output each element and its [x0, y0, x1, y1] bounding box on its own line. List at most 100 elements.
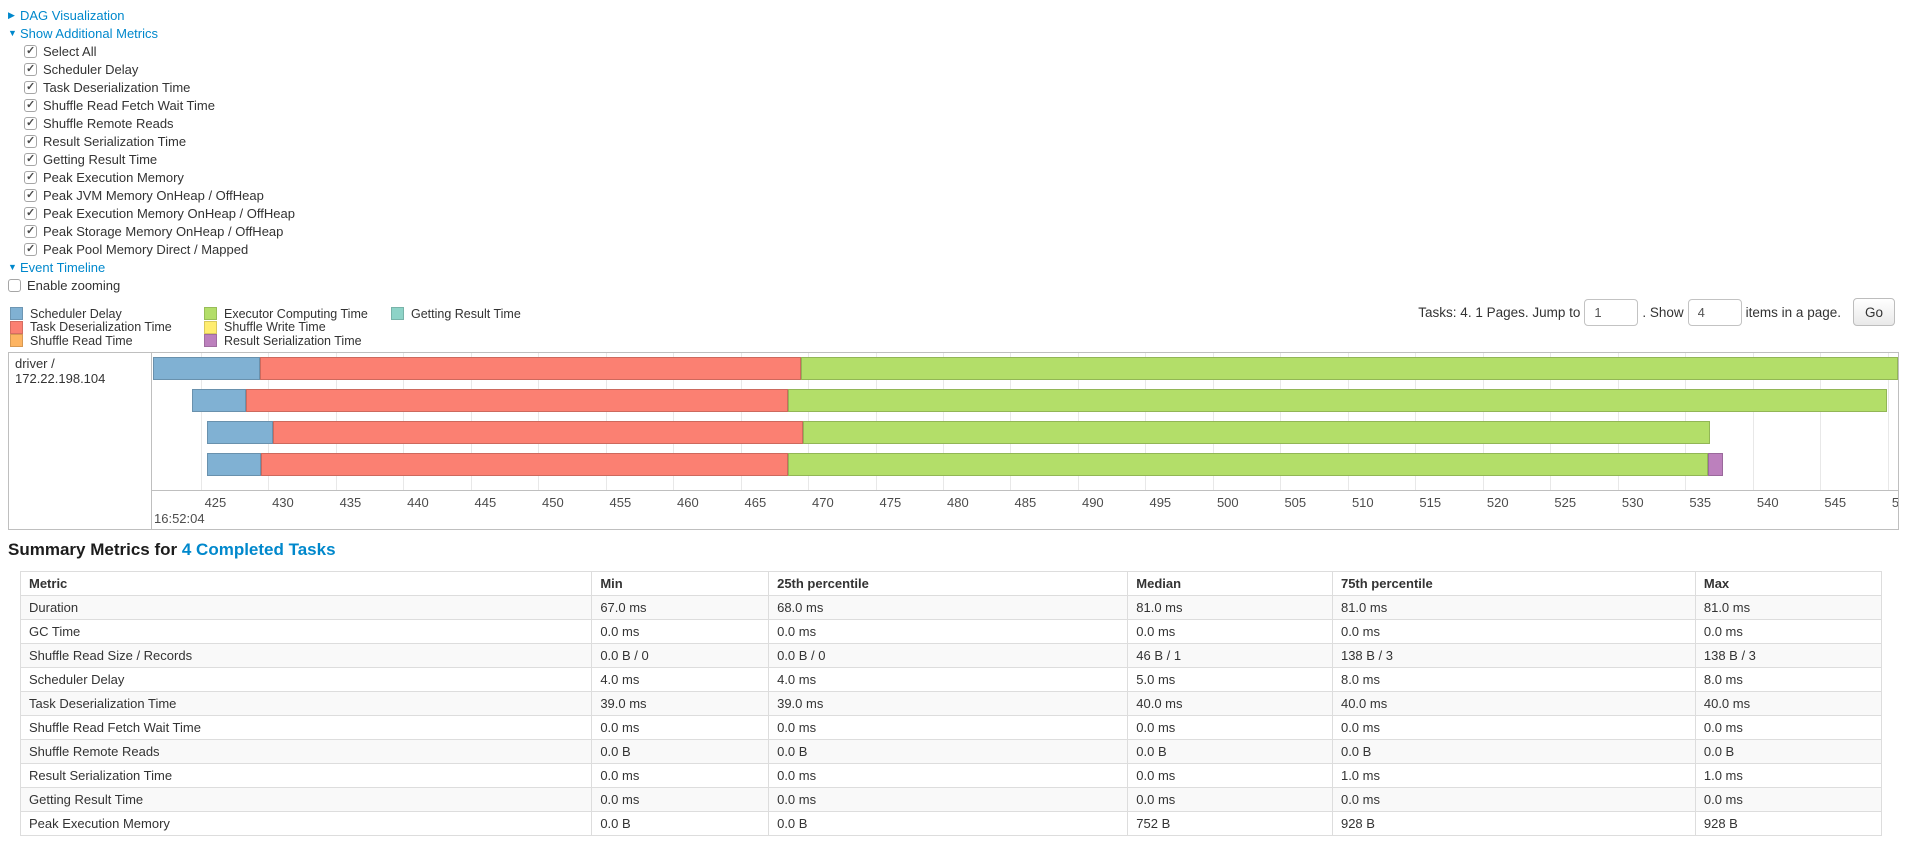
metric-checkbox[interactable]	[24, 116, 37, 130]
metric-value-cell: 0.0 B	[1694, 739, 1883, 764]
legend-label: Executor Computing Time	[224, 306, 368, 321]
dag-visualization-toggle[interactable]: ▶ DAG Visualization	[8, 6, 295, 24]
legend-label: Scheduler Delay	[30, 306, 122, 321]
enable-zooming-label: Enable zooming	[27, 277, 121, 293]
summary-column-header: Metric	[19, 571, 593, 596]
metric-checkbox[interactable]	[24, 170, 37, 184]
metric-checkbox-row: Shuffle Read Fetch Wait Time	[24, 96, 295, 114]
metric-checkbox-label: Peak Storage Memory OnHeap / OffHeap	[43, 223, 284, 239]
timeline-group-label: driver / 172.22.198.104	[9, 353, 152, 529]
metric-checkbox-label: Shuffle Remote Reads	[43, 115, 174, 131]
axis-tick-label: 505	[1284, 495, 1307, 510]
metric-checkbox[interactable]	[24, 188, 37, 202]
timeline-bar-segment-scheduler-delay	[152, 357, 260, 380]
metric-value-cell: 0.0 ms	[591, 763, 770, 788]
metric-value-cell: 4.0 ms	[591, 667, 770, 692]
axis-tick-label: 460	[677, 495, 699, 510]
legend-column: Executor Computing Time Shuffle Write Tim…	[204, 307, 391, 348]
axis-gridline	[1752, 353, 1754, 490]
axis-tick-label: 465	[744, 495, 767, 510]
jump-to-page-input[interactable]	[1584, 298, 1639, 326]
chevron-down-icon: ▼	[8, 262, 17, 272]
axis-major-time-label: 16:52:04	[154, 511, 205, 526]
metric-value-cell: 0.0 B	[1331, 739, 1696, 764]
metric-value-cell: 39.0 ms	[768, 691, 1129, 716]
axis-gridline	[1887, 353, 1889, 490]
show-additional-metrics-toggle[interactable]: ▼ Show Additional Metrics	[8, 24, 295, 42]
axis-tick-label: 430	[272, 495, 294, 510]
metric-value-cell: 928 B	[1694, 811, 1883, 836]
metric-name-cell: Shuffle Remote Reads	[19, 739, 593, 764]
summary-column-header: Max	[1694, 571, 1883, 596]
additional-metrics-checkbox-list: Select All Scheduler Delay Task Deserializ…	[8, 42, 295, 258]
axis-tick-label: 550	[1892, 495, 1898, 510]
metric-value-cell: 1.0 ms	[1331, 763, 1696, 788]
summary-column-header: Median	[1127, 571, 1333, 596]
event-timeline-toggle[interactable]: ▼ Event Timeline	[8, 258, 295, 276]
metric-value-cell: 0.0 B	[591, 811, 770, 836]
timeline-bar-segment-executor-computing	[801, 357, 1898, 380]
metric-value-cell: 8.0 ms	[1694, 667, 1883, 692]
axis-tick-label: 520	[1486, 495, 1509, 510]
timeline-bar-segment-executor-computing	[802, 421, 1710, 444]
metric-checkbox[interactable]	[24, 134, 37, 148]
metric-checkbox[interactable]	[24, 206, 37, 220]
metric-value-cell: 0.0 B	[768, 739, 1129, 764]
enable-zooming-row: Enable zooming	[8, 276, 295, 294]
go-button[interactable]: Go	[1852, 298, 1895, 326]
metric-checkbox-label: Select All	[43, 43, 97, 59]
metric-checkbox[interactable]	[24, 98, 37, 112]
legend-swatch-icon	[10, 334, 23, 348]
timeline-bar-segment-task-deserialization	[273, 421, 803, 444]
event-timeline-chart: driver / 172.22.198.104 16:52:04 425 430 4…	[8, 352, 1899, 530]
metric-checkbox-row: Peak Execution Memory OnHeap / OffHeap	[24, 204, 295, 222]
axis-tick-label: 425	[204, 495, 227, 510]
timeline-bar-segment-task-deserialization	[259, 357, 802, 380]
metric-checkbox-label: Peak Pool Memory Direct / Mapped	[43, 241, 249, 257]
metric-name-cell: Getting Result Time	[19, 787, 593, 812]
metric-name-cell: Shuffle Read Fetch Wait Time	[19, 715, 593, 740]
chevron-right-icon: ▶	[8, 9, 15, 20]
metric-checkbox[interactable]	[24, 62, 37, 76]
metric-name-cell: Result Serialization Time	[19, 763, 593, 788]
summary-table-row: Getting Result Time 0.0 ms 0.0 ms 0.0 ms 0.0…	[19, 787, 1883, 812]
metric-value-cell: 0.0 ms	[768, 787, 1129, 812]
axis-tick-label: 445	[474, 495, 497, 510]
metric-checkbox[interactable]	[24, 44, 37, 58]
legend-item: Shuffle Read Time	[10, 334, 204, 348]
completed-tasks-link[interactable]: 4 Completed Tasks	[181, 540, 336, 559]
metric-value-cell: 67.0 ms	[591, 595, 770, 620]
axis-gridline	[200, 353, 202, 490]
metric-checkbox[interactable]	[24, 152, 37, 166]
legend-label: Getting Result Time	[411, 306, 521, 321]
metric-value-cell: 81.0 ms	[1694, 595, 1883, 620]
metric-value-cell: 0.0 ms	[1331, 715, 1696, 740]
legend-column: Scheduler Delay Task Deserialization Time…	[10, 307, 204, 348]
metric-checkbox-label: Peak Execution Memory	[43, 169, 184, 185]
legend-label: Task Deserialization Time	[30, 320, 172, 335]
summary-table-row: Result Serialization Time 0.0 ms 0.0 ms 0.0…	[19, 763, 1883, 788]
summary-heading-text: Summary Metrics for	[8, 540, 178, 559]
enable-zooming-checkbox[interactable]	[8, 278, 21, 292]
legend-item: Getting Result Time	[391, 307, 521, 321]
items-per-page-input[interactable]	[1687, 298, 1742, 326]
metric-checkbox-label: Peak Execution Memory OnHeap / OffHeap	[43, 205, 295, 221]
metric-value-cell: 0.0 ms	[1127, 763, 1333, 788]
metric-checkbox-row: Shuffle Remote Reads	[24, 114, 295, 132]
metric-checkbox[interactable]	[24, 224, 37, 238]
timeline-plot-area	[152, 353, 1898, 490]
metric-value-cell: 0.0 ms	[591, 619, 770, 644]
metric-checkbox-row: Peak JVM Memory OnHeap / OffHeap	[24, 186, 295, 204]
metric-name-cell: Shuffle Read Size / Records	[19, 643, 593, 668]
timeline-bar-segment-executor-computing	[787, 453, 1709, 476]
timeline-bar-segment-scheduler-delay	[207, 453, 262, 476]
timeline-legend: Scheduler Delay Task Deserialization Time…	[10, 307, 521, 348]
summary-table-row: Shuffle Read Size / Records 0.0 B / 0 0.0 …	[19, 643, 1883, 668]
metric-checkbox[interactable]	[24, 80, 37, 94]
metric-checkbox[interactable]	[24, 242, 37, 256]
axis-tick-label: 440	[407, 495, 429, 510]
metric-checkbox-row: Peak Pool Memory Direct / Mapped	[24, 240, 295, 258]
legend-item: Scheduler Delay	[10, 307, 204, 321]
axis-tick-label: 495	[1149, 495, 1172, 510]
metric-value-cell: 5.0 ms	[1127, 667, 1333, 692]
